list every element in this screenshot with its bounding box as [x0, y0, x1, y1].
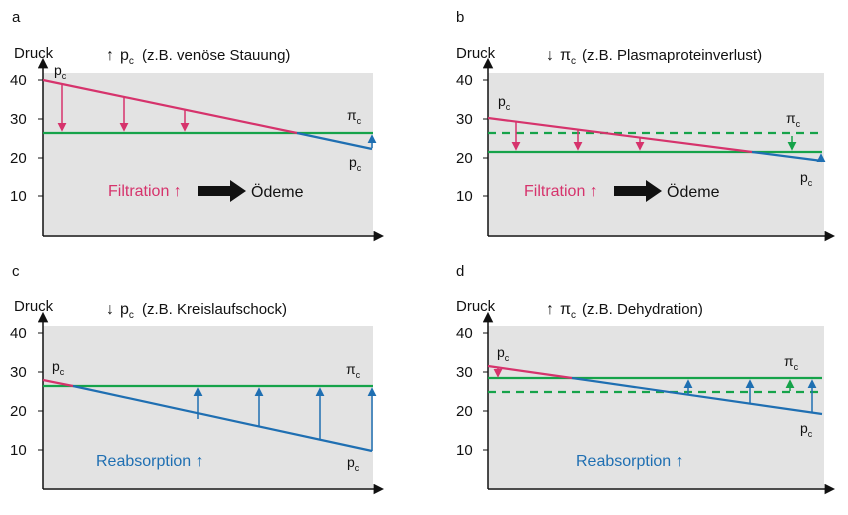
p-c-line-low [72, 384, 373, 453]
tick-label-30: 30 [456, 111, 473, 128]
pi-c-label: πc [786, 110, 801, 129]
panel-title: (z.B. Kreislaufschock) [142, 301, 287, 318]
p-c-line-low [571, 376, 823, 416]
panel-c: c Druck ↓ pc (z.B. Kreislaufschock) 40 3… [10, 263, 385, 495]
tick-label-40: 40 [456, 325, 473, 342]
plot-background [43, 73, 373, 235]
result-arrow-icon [614, 180, 662, 202]
tick-label-10: 10 [456, 188, 473, 205]
panel-letter: d [456, 263, 464, 280]
title-arrow: ↑ [546, 301, 554, 318]
tick-label-20: 20 [10, 150, 27, 167]
p-c-label: pc [498, 93, 511, 112]
pi-c-label: πc [784, 353, 799, 372]
tick-label-20: 20 [10, 403, 27, 420]
title-symbol: πc [560, 47, 576, 67]
p-c-line-high [42, 378, 74, 388]
title-symbol: pc [120, 301, 134, 321]
tick-label-20: 20 [456, 403, 473, 420]
plot-background [43, 326, 373, 488]
tick-label-30: 30 [10, 111, 27, 128]
tick-label-10: 10 [456, 442, 473, 459]
tick-label-10: 10 [10, 442, 27, 459]
pi-c-label: πc [347, 107, 362, 126]
p-c-label: pc [52, 358, 65, 377]
title-symbol: πc [560, 301, 576, 321]
panel-title: (z.B. venöse Stauung) [142, 47, 290, 64]
panel-title: (z.B. Plasmaproteinverlust) [582, 47, 762, 64]
p-c-line-high [487, 364, 573, 380]
tick-label-30: 30 [456, 364, 473, 381]
effect-label: Filtration ↑ [524, 183, 598, 200]
tick-label-40: 40 [10, 72, 27, 89]
p-c-label-end: pc [800, 169, 813, 188]
p-c-label-end: pc [347, 454, 360, 473]
panel-letter: c [12, 263, 20, 280]
effect-label: Filtration ↑ [108, 183, 182, 200]
y-axis-label: Druck [456, 45, 496, 62]
title-arrow: ↑ [106, 47, 114, 64]
p-c-line-low [751, 150, 823, 163]
title-symbol: pc [120, 47, 134, 67]
y-axis-label: Druck [14, 45, 54, 62]
result-label: Ödeme [667, 183, 720, 201]
effect-label: Reabsorption ↑ [96, 453, 204, 470]
y-axis-label: Druck [14, 298, 54, 315]
tick-label-40: 40 [456, 72, 473, 89]
result-arrow-icon [198, 180, 246, 202]
tick-label-20: 20 [456, 150, 473, 167]
panel-title: (z.B. Dehydration) [582, 301, 703, 318]
tick-label-40: 40 [10, 325, 27, 342]
panel-letter: b [456, 9, 464, 26]
title-arrow: ↓ [106, 301, 114, 318]
panel-letter: a [12, 9, 21, 26]
panel-a: a Druck ↑ pc (z.B. venöse Stauung) 40 30… [10, 9, 385, 242]
result-label: Ödeme [251, 183, 304, 201]
effect-label: Reabsorption ↑ [576, 453, 684, 470]
p-c-label: pc [497, 344, 510, 363]
tick-label-30: 30 [10, 364, 27, 381]
p-c-label: pc [54, 62, 67, 81]
y-axis-label: Druck [456, 298, 496, 315]
pi-c-label: πc [346, 361, 361, 380]
tick-label-10: 10 [10, 188, 27, 205]
panel-b: b Druck ↓ πc (z.B. Plasmaproteinverlust)… [456, 9, 836, 242]
p-c-line-low [296, 131, 373, 151]
p-c-line-high [487, 116, 753, 154]
p-c-label-end: pc [349, 154, 362, 173]
p-c-line-high [42, 78, 298, 135]
p-c-label-end: pc [800, 420, 813, 439]
title-arrow: ↓ [546, 47, 554, 64]
panel-d: d Druck ↑ πc (z.B. Dehydration) 40 30 20… [456, 263, 836, 495]
